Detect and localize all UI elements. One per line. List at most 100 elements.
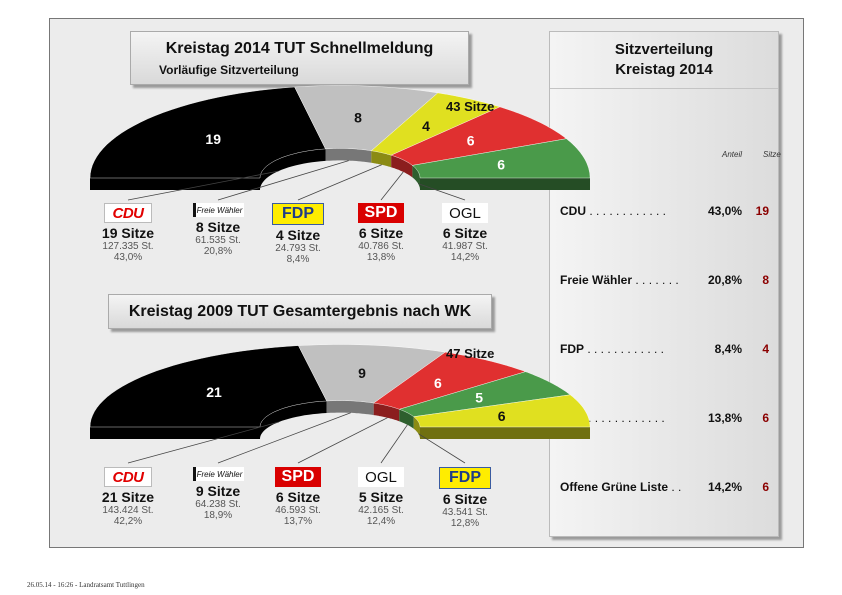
slice-value-label: 21 — [206, 384, 222, 400]
chart-title-2014: Kreistag 2014 TUT Schnellmeldung — [165, 40, 434, 57]
seats-label: 9 Sitze — [195, 483, 241, 499]
party-share: 20,8% — [707, 273, 742, 287]
slice-fdp — [413, 394, 591, 428]
chart-subtitle-2014: Vorläufige Sitzverteilung — [159, 63, 299, 77]
party-name: FDP . . . . . . . . . . . . — [560, 342, 665, 356]
slice-value-label: 6 — [434, 375, 442, 391]
seat-table-row: Freie Wähler . . . . . . . 20,8% 8 — [560, 273, 770, 289]
slice-end-right — [420, 427, 590, 439]
party-logo-spd: SPD — [358, 203, 404, 223]
slice-side-fdp — [371, 150, 392, 168]
total-seats-2014: 43 Sitze — [446, 99, 495, 114]
party-name: Freie Wähler . . . . . . . — [560, 273, 679, 287]
slice-value-label: 6 — [497, 157, 505, 173]
party-logo-fw: Freie Wähler — [192, 203, 244, 217]
votes-label: 61.535 St. — [195, 235, 241, 246]
slice-side-cdu — [260, 148, 326, 190]
party-logo-fdp: FDP — [439, 467, 491, 489]
votes-label: 46.593 St. — [275, 505, 321, 516]
leader-line — [127, 421, 280, 464]
leader-line — [380, 424, 408, 464]
percent-label: 12,4% — [366, 516, 396, 527]
column-header-anteil: Anteil — [722, 150, 743, 159]
party-logo-fdp: FDP — [272, 203, 324, 225]
party-column-freie-wähler: Freie Wähler 8 Sitze 61.535 St. 20,8% — [173, 203, 263, 257]
column-header-sitze: Sitze — [763, 150, 781, 159]
percent-label: 14,2% — [450, 252, 480, 263]
party-column-spd: SPD 6 Sitze 46.593 St. 13,7% — [253, 467, 343, 527]
slice-end-left — [90, 427, 260, 439]
seats-label: 6 Sitze — [442, 225, 488, 241]
slice-side-spd — [373, 403, 400, 422]
slice-side-freie-wähler — [326, 400, 374, 416]
votes-label: 42.165 St. — [358, 505, 404, 516]
slice-end-left — [90, 178, 260, 190]
leader-line — [127, 170, 279, 201]
party-name: Offene Grüne Liste . . — [560, 480, 682, 494]
party-column-ogl: OGL 6 Sitze 41.987 St. 14,2% — [420, 203, 510, 263]
party-seats: 19 — [755, 204, 769, 218]
votes-label: 64.238 St. — [195, 499, 241, 510]
seat-table-row: CDU . . . . . . . . . . . . 43,0% 19 — [560, 204, 770, 220]
leader-line — [297, 164, 382, 201]
percent-label: 20,8% — [203, 246, 233, 257]
party-seats: 4 — [762, 342, 769, 356]
party-logo-ogl: OGL — [442, 203, 488, 223]
seat-table-row: Offene Grüne Liste . . 14,2% 6 — [560, 480, 770, 496]
slice-value-label: 4 — [422, 118, 430, 134]
party-column-cdu: CDU 19 Sitze 127.335 St. 43,0% — [83, 203, 173, 263]
slice-value-label: 6 — [467, 133, 475, 149]
percent-label: 8,4% — [286, 254, 310, 265]
slice-side-fdp — [413, 416, 420, 439]
votes-label: 24.793 St. — [275, 243, 321, 254]
party-column-fdp: FDP 6 Sitze 43.541 St. 12,8% — [420, 467, 510, 529]
seats-label: 6 Sitze — [275, 489, 321, 505]
votes-label: 41.987 St. — [442, 241, 488, 252]
percent-label: 43,0% — [113, 252, 143, 263]
leader-line — [297, 417, 388, 464]
party-logo-ogl: OGL — [358, 467, 404, 487]
party-column-freie-wähler: Freie Wähler 9 Sitze 64.238 St. 18,9% — [173, 467, 263, 521]
seat-distribution-panel: Sitzverteilung Kreistag 2014 Anteil Sitz… — [549, 31, 781, 537]
party-seats: 6 — [762, 480, 769, 494]
seats-label: 8 Sitze — [195, 219, 241, 235]
leader-line — [418, 433, 466, 464]
party-share: 14,2% — [707, 480, 742, 494]
panel-title: Sitzverteilung Kreistag 2014 — [550, 40, 778, 82]
slice-ogl — [411, 138, 591, 179]
votes-label: 143.424 St. — [102, 505, 154, 516]
percent-label: 18,9% — [203, 510, 233, 521]
leader-line — [417, 183, 466, 201]
party-seats: 6 — [762, 411, 769, 425]
slice-value-label: 5 — [475, 390, 483, 406]
votes-label: 43.541 St. — [442, 507, 488, 518]
party-column-fdp: FDP 4 Sitze 24.793 St. 8,4% — [253, 203, 343, 265]
total-seats-2009: 47 Sitze — [446, 346, 495, 361]
party-logo-spd: SPD — [275, 467, 321, 487]
party-share: 43,0% — [707, 204, 742, 218]
slice-side-spd — [391, 155, 413, 178]
leader-line — [217, 160, 349, 201]
footer-text: 26.05.14 - 16:26 - Landratsamt Tuttlinge… — [27, 581, 145, 589]
leader-line — [217, 412, 351, 464]
leader-line — [380, 171, 404, 201]
chart-title-2009: Kreistag 2009 TUT Gesamtergebnis nach WK — [128, 303, 472, 320]
panel-title-line2: Kreistag 2014 — [615, 61, 713, 78]
percent-label: 13,7% — [283, 516, 313, 527]
seat-table-row: FDP . . . . . . . . . . . . 8,4% 4 — [560, 342, 770, 358]
party-logo-cdu: CDU — [104, 203, 152, 223]
slice-value-label: 19 — [205, 131, 221, 147]
slice-side-cdu — [260, 401, 327, 439]
percent-label: 12,8% — [450, 518, 480, 529]
slice-side-ogl — [412, 165, 420, 190]
party-share: 13,8% — [707, 411, 742, 425]
party-share: 8,4% — [714, 342, 742, 356]
seat-pie-2014: 19 8 4 6 6 — [89, 85, 591, 201]
slice-value-label: 6 — [498, 408, 506, 424]
party-column-ogl: OGL 5 Sitze 42.165 St. 12,4% — [336, 467, 426, 527]
party-logo-cdu: CDU — [104, 467, 152, 487]
seats-label: 5 Sitze — [358, 489, 404, 505]
seats-label: 21 Sitze — [101, 489, 155, 505]
